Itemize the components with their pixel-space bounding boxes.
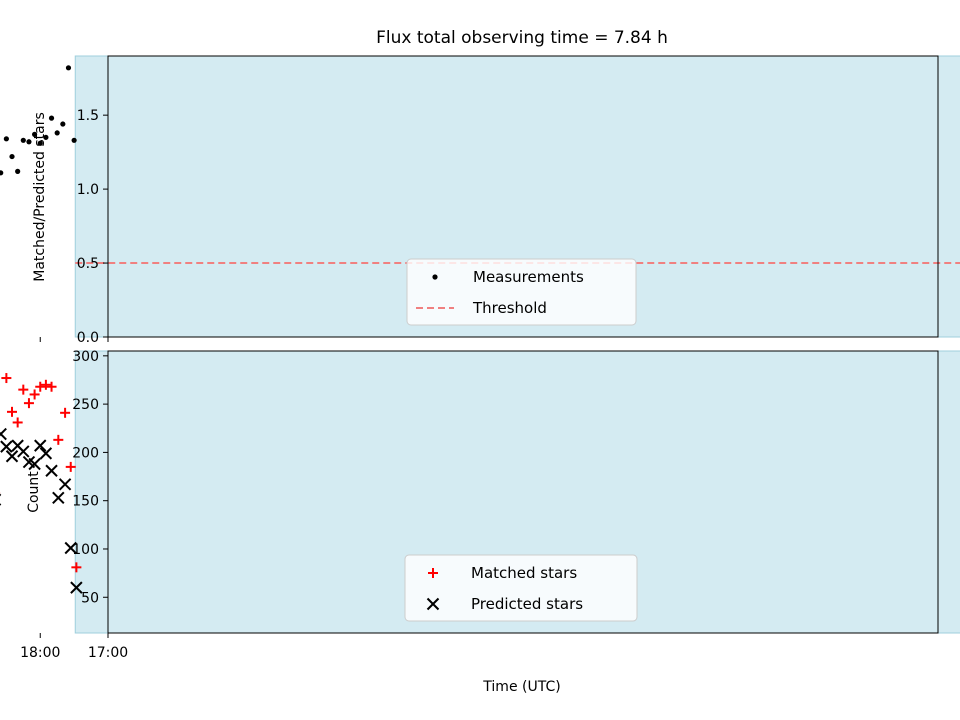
legend-label: Threshold (472, 299, 547, 317)
matched-star-point (428, 568, 438, 578)
matched-star-point (12, 417, 23, 428)
matched-star-point (35, 381, 46, 392)
x-tick-labels: 17:0018:0019:0020:0021:0022:0023:0000:00… (20, 645, 128, 661)
figure-title: Flux total observing time = 7.84 h (376, 28, 668, 48)
y-tick-label: 50 (81, 590, 99, 606)
predicted-star-point (64, 541, 77, 555)
predicted-star-point (0, 493, 2, 506)
bottom-panel: 50 100 150 200 250 300 Count Matched stars Pre… (0, 349, 960, 638)
matched-star-point (40, 379, 51, 390)
measurement-point (26, 139, 32, 145)
y-tick-label: 250 (72, 397, 99, 413)
matched-star-point (46, 381, 57, 392)
matched-star-point (71, 562, 82, 573)
top-axes: 0.0 0.5 1.0 1.5 (39, 55, 939, 346)
legend-label: Measurements (473, 268, 584, 286)
matched-star-point (29, 389, 40, 400)
predicted-star-point (45, 464, 58, 477)
predicted-star-point (0, 427, 7, 441)
legend-label: Predicted stars (471, 595, 583, 613)
matched-star-point (18, 384, 29, 395)
bottom-legend: Matched stars Predicted stars (404, 554, 638, 622)
measurement-point (43, 134, 49, 140)
measurement-point (37, 140, 43, 146)
measurement-point (15, 168, 21, 174)
top-legend: Measurements Threshold (406, 258, 637, 326)
y-tick-label: 1.0 (77, 182, 99, 198)
measurement-point (48, 115, 55, 121)
bottom-axes: 50 100 150 200 250 300 (39, 349, 939, 638)
predicted-star-point (34, 439, 47, 452)
measurement-point (65, 65, 72, 71)
y-tick-label: 0.5 (77, 256, 99, 272)
x-axis-label: Time (UTC) (482, 679, 560, 695)
y-tick-label: 200 (72, 445, 99, 461)
measurement-point (71, 137, 77, 143)
top-panel: 0.0 0.5 1.0 1.5 Matched/Predicted stars Mea… (0, 55, 960, 346)
axes-frame (107, 55, 939, 338)
y-tick-label: 1.5 (77, 108, 99, 124)
predicted-star-point (58, 478, 72, 491)
y-tick-label: 0.0 (77, 330, 99, 346)
y-tick-label: 300 (72, 349, 99, 365)
predicted-star-point (11, 439, 24, 452)
matched-star-point (65, 461, 76, 472)
x-tick-label: 18:00 (20, 645, 60, 661)
predicted-star-point (0, 440, 13, 453)
y-tick-label: 150 (72, 494, 99, 510)
predicted-star-point (5, 450, 19, 463)
bottom-ylabel: Count (26, 471, 42, 513)
matched-star-point (7, 406, 18, 417)
x-tick-label: 17:00 (88, 645, 128, 661)
measurement-point (31, 131, 38, 137)
predicted-star-point (39, 447, 53, 460)
matched-stars-points (0, 373, 82, 573)
measurement-point (9, 153, 15, 160)
axes-frame (107, 350, 939, 634)
measurement-point (3, 136, 9, 142)
legend-box (406, 258, 637, 326)
measurement-point (60, 121, 66, 127)
matched-star-point (60, 407, 71, 418)
measurement-point (20, 137, 26, 143)
legend-label: Matched stars (471, 564, 577, 582)
predicted-star-point (426, 597, 440, 611)
legend-marker-dot (432, 274, 438, 280)
predicted-star-point (52, 491, 65, 505)
measurement-point (54, 130, 60, 136)
predicted-star-point (70, 581, 83, 594)
predicted-star-point (22, 455, 36, 469)
legend-box (404, 554, 638, 622)
matched-star-point (53, 434, 64, 445)
predicted-stars-points (0, 427, 83, 594)
y-tick-label: 100 (72, 542, 99, 558)
top-ylabel: Matched/Predicted stars (32, 112, 48, 282)
matched-star-point (1, 373, 12, 384)
measurement-points (0, 65, 77, 176)
measurement-point (0, 170, 4, 176)
matched-star-point (23, 398, 34, 409)
